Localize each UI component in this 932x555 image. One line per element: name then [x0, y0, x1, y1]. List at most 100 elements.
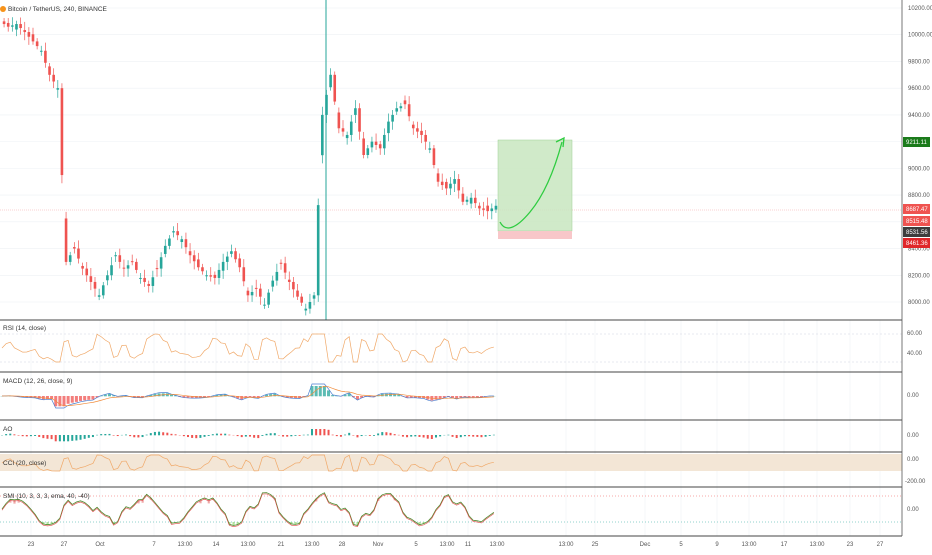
ao-bar: [208, 435, 210, 436]
macd-pane[interactable]: MACD (12, 26, close, 9): [0, 372, 902, 408]
candle-body: [358, 108, 361, 131]
candle-body: [267, 293, 270, 305]
ao-bar: [108, 434, 110, 435]
candle-body: [147, 284, 150, 286]
candle-body: [123, 268, 126, 269]
ao-bar: [261, 435, 263, 436]
time-tick-label: 11: [465, 542, 472, 548]
ao-bar: [228, 435, 230, 436]
price-tick-label: 10000.00: [908, 33, 932, 39]
ao-bar: [137, 435, 139, 437]
candle-body: [106, 275, 109, 280]
ao-bar: [299, 435, 301, 436]
price-tag: 8515.48: [903, 216, 930, 226]
smi-overbought-fill: [13, 500, 15, 504]
candle-body: [139, 278, 142, 279]
candle-body: [77, 249, 80, 259]
ao-bar: [249, 435, 251, 437]
cci-tick-minus200: -200.00: [905, 479, 926, 485]
macd-bar: [46, 396, 49, 399]
candle-body: [85, 269, 88, 276]
stop-zone[interactable]: [498, 231, 572, 239]
ao-pane[interactable]: AO: [0, 420, 902, 441]
candle-body: [375, 142, 378, 145]
candle-body: [11, 25, 14, 26]
ao-bar: [34, 435, 36, 436]
ao-bar: [348, 433, 350, 435]
smi-title: SMI (10, 3, 3, 3, ema, 40, -40): [3, 493, 90, 500]
price-tick-label: 9600.00: [908, 86, 930, 92]
ao-bar: [414, 435, 416, 436]
candle-body: [453, 179, 456, 184]
candle-body: [371, 142, 374, 148]
ao-bar: [142, 435, 144, 437]
price-pane[interactable]: Bitcoin / TetherUS, 240, BINANCE: [0, 0, 902, 320]
ao-bar: [427, 435, 429, 439]
candle-body: [325, 95, 328, 115]
ao-bar: [390, 433, 392, 435]
candle-body: [40, 51, 43, 52]
candle-body: [131, 261, 134, 262]
candle-body: [300, 297, 303, 303]
price-scale[interactable]: 10200.0010000.009800.009600.009400.00920…: [902, 0, 932, 550]
macd-bar: [75, 396, 78, 402]
ao-bar: [224, 434, 226, 436]
candle-body: [379, 144, 382, 148]
candle-body: [482, 208, 485, 209]
candle-body: [288, 280, 291, 282]
candle-body: [255, 288, 258, 289]
candle-body: [156, 268, 159, 269]
price-tag-label: 9211.11: [906, 140, 927, 146]
candle-body: [292, 282, 295, 289]
cci-pane[interactable]: CCI (20, close): [0, 452, 902, 471]
ao-bar: [125, 435, 127, 436]
candle-body: [94, 282, 97, 289]
candle-body: [73, 247, 76, 248]
ao-bar: [381, 432, 383, 435]
candle-body: [152, 277, 155, 286]
candle-body: [424, 135, 427, 142]
candle-body: [491, 208, 494, 211]
candle-body: [114, 255, 117, 256]
ao-bar: [237, 435, 239, 436]
candle-body: [61, 88, 64, 175]
candle-body: [69, 255, 72, 262]
candle-body: [238, 258, 241, 267]
time-tick-label: 13:00: [809, 542, 825, 548]
macd-bar: [79, 396, 82, 401]
candle-body: [271, 281, 274, 287]
candle-body: [309, 302, 312, 309]
candle-body: [102, 285, 105, 295]
candle-body: [127, 265, 130, 268]
candle-body: [445, 182, 448, 188]
ao-bar: [100, 434, 102, 435]
candle-body: [387, 122, 390, 133]
candle-body: [437, 173, 440, 181]
macd-bar: [83, 396, 86, 400]
ao-bar: [356, 435, 358, 437]
symbol-title: Bitcoin / TetherUS, 240, BINANCE: [8, 6, 108, 13]
ao-bar: [18, 435, 20, 436]
price-tick-label: 8200.00: [908, 273, 930, 279]
candle-body: [354, 108, 357, 115]
price-tag-label: 8531.56: [906, 230, 928, 236]
candle-body: [57, 88, 60, 89]
ao-bar: [319, 429, 321, 435]
ao-bar: [5, 434, 7, 435]
ao-bar: [71, 435, 73, 441]
smi-pane[interactable]: SMI (10, 3, 3, 3, ema, 40, -40): [0, 487, 902, 536]
candle-body: [395, 108, 398, 111]
ao-bar: [369, 435, 371, 436]
macd-bar: [323, 386, 326, 396]
candle-body: [391, 115, 394, 122]
cci-title: CCI (20, close): [3, 460, 46, 467]
ao-bar: [13, 434, 15, 435]
candle-body: [110, 265, 113, 275]
target-zone[interactable]: [498, 140, 572, 231]
ao-bar: [257, 435, 259, 438]
candle-body: [296, 291, 299, 297]
rsi-pane[interactable]: RSI (14, close): [0, 320, 902, 362]
